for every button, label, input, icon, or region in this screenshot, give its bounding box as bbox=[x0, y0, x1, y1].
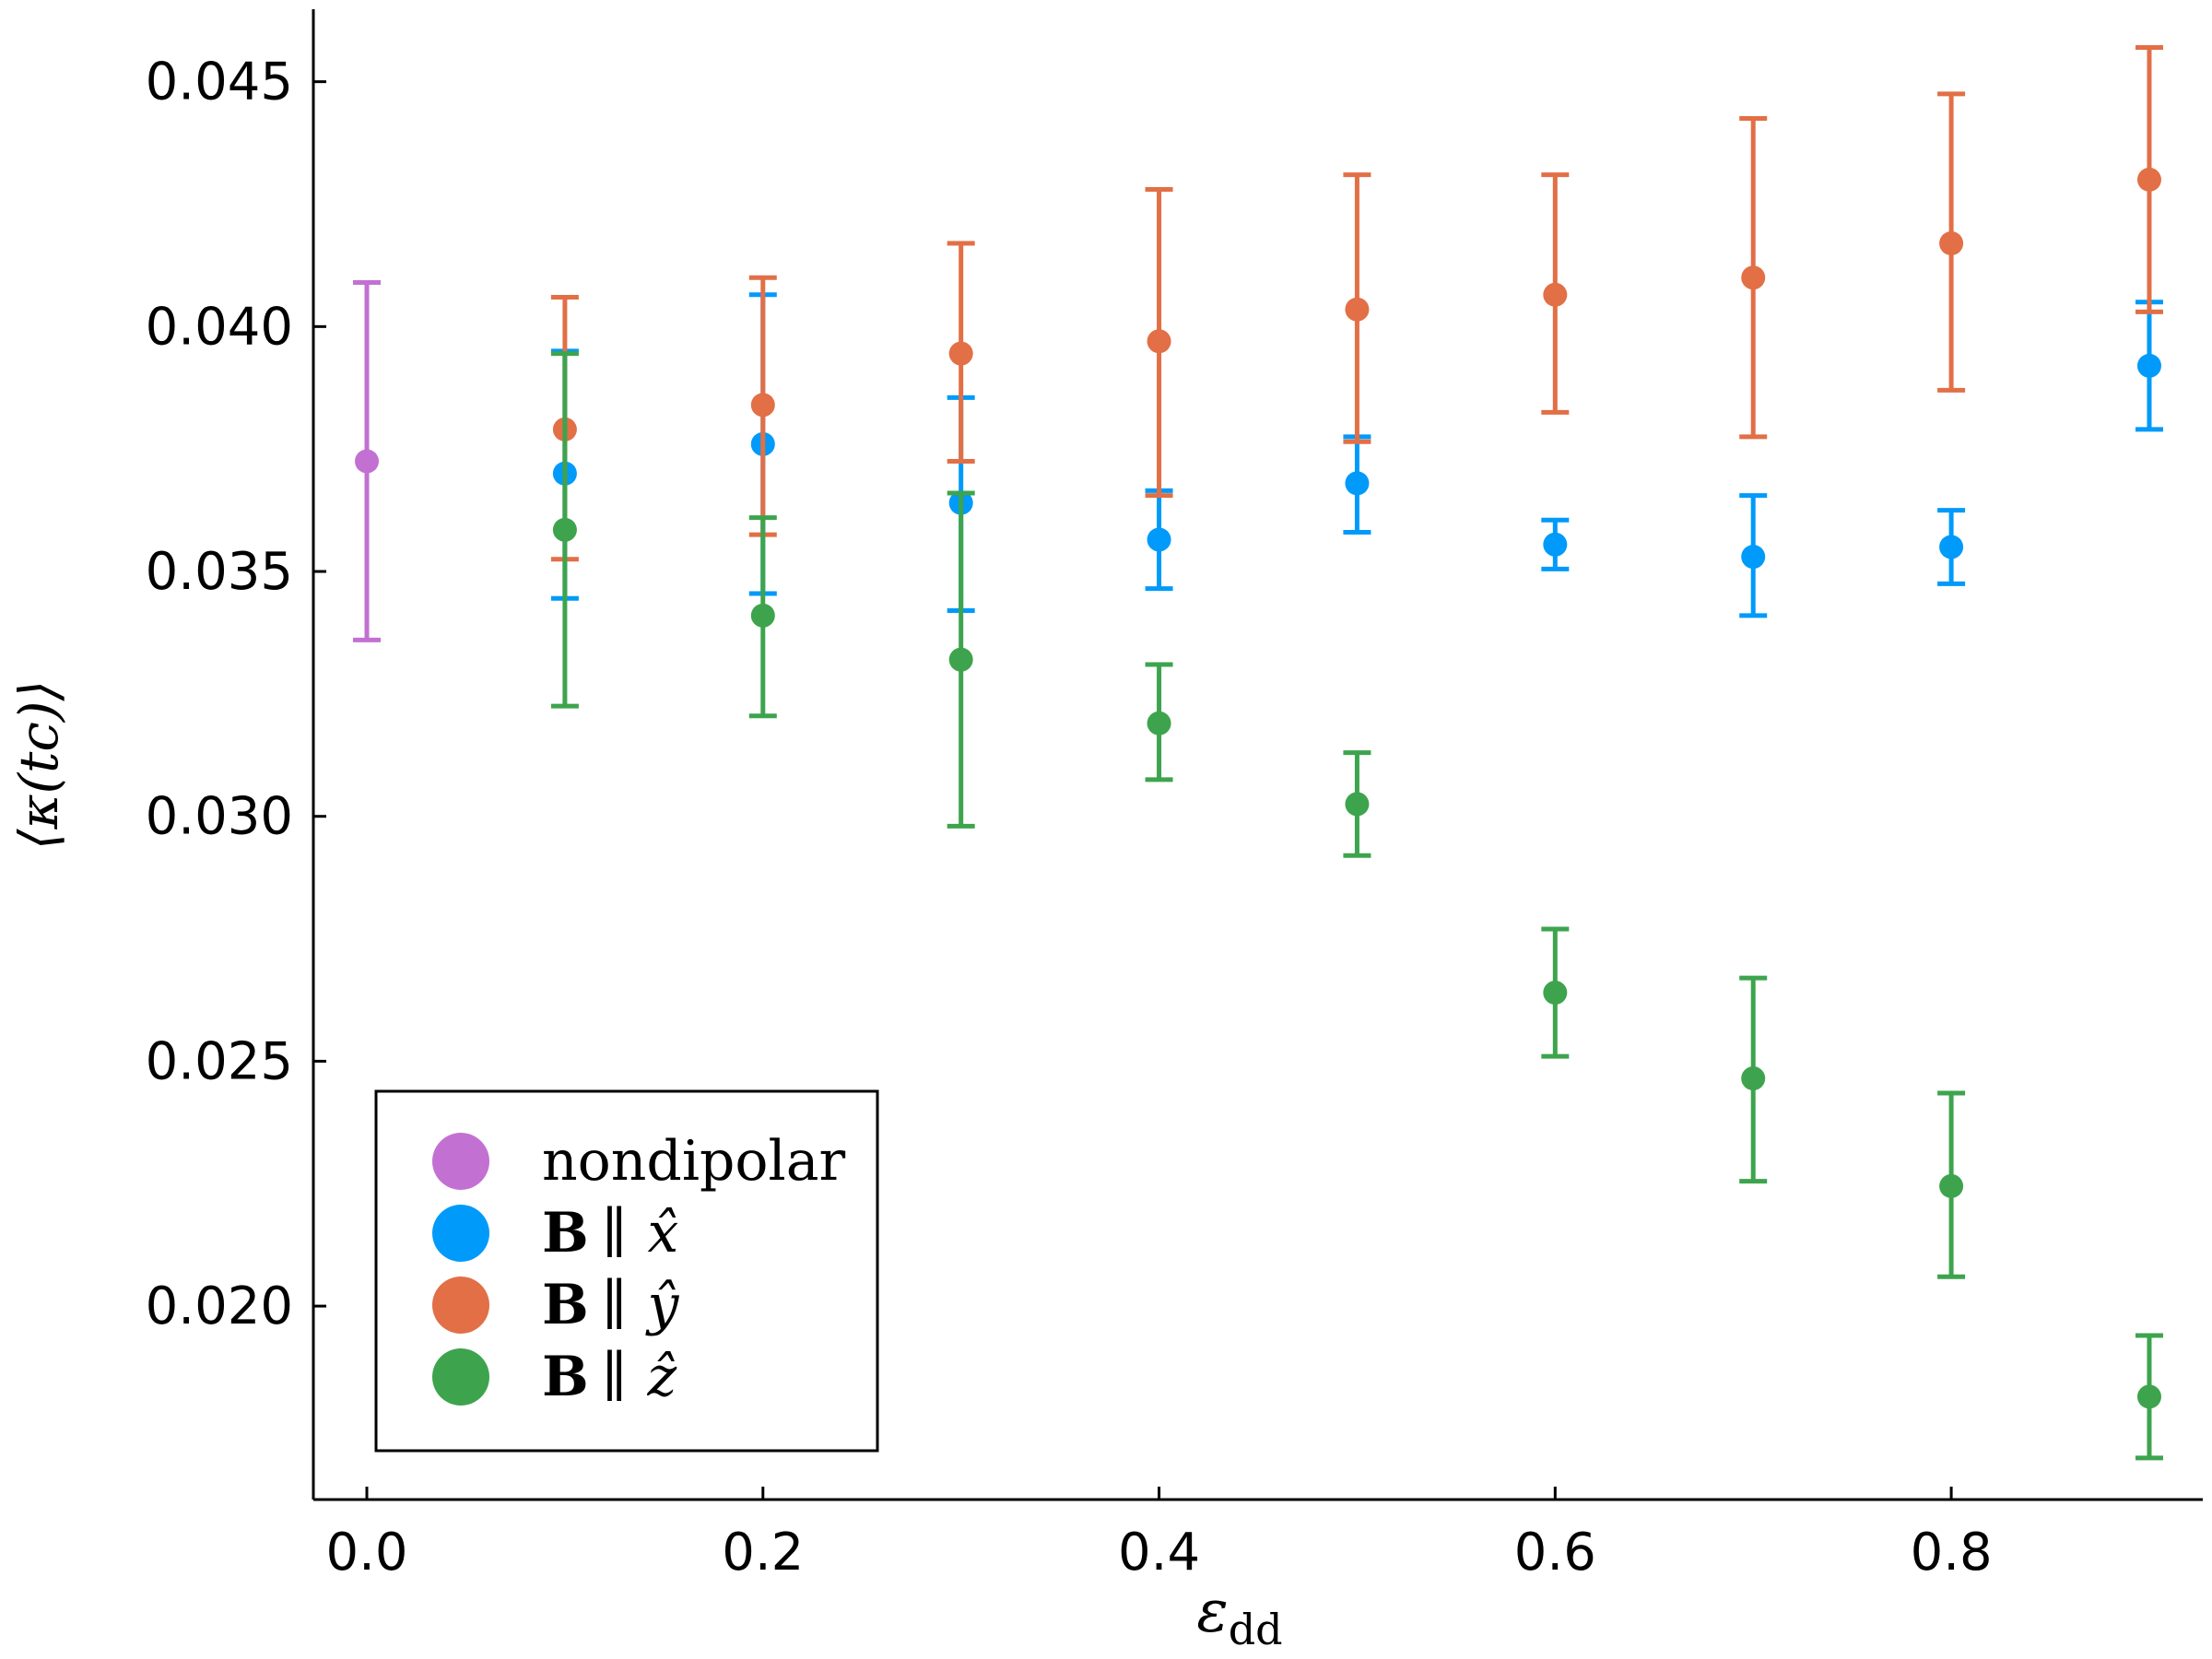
data-point bbox=[1345, 471, 1370, 496]
data-point bbox=[948, 647, 973, 672]
data-point bbox=[1345, 297, 1370, 322]
data-point bbox=[1939, 231, 1964, 256]
data-point bbox=[2136, 1384, 2161, 1409]
data-point bbox=[1741, 1066, 1766, 1091]
x-tick-label: 0.6 bbox=[1514, 1523, 1596, 1583]
legend-entry-relation: ∥ bbox=[602, 1201, 628, 1265]
legend-entry-bold: B bbox=[542, 1345, 589, 1409]
y-tick-label: 0.035 bbox=[146, 542, 293, 602]
y-tick-label: 0.025 bbox=[146, 1031, 293, 1091]
axis-labels: εdd ⟨κ(tc)⟩ bbox=[7, 680, 1283, 1654]
data-point bbox=[948, 341, 973, 366]
series-0 bbox=[353, 280, 382, 642]
data-point bbox=[1543, 981, 1568, 1006]
data-point bbox=[1543, 282, 1568, 307]
legend-marker bbox=[432, 1348, 489, 1406]
data-point bbox=[1939, 535, 1964, 559]
y-tick-label: 0.030 bbox=[146, 787, 293, 847]
legend-entry: nondipolar bbox=[542, 1129, 845, 1194]
series-3 bbox=[550, 351, 2163, 1461]
y-axis-ticks: 0.020 0.025 0.030 0.035 0.040 0.045 bbox=[146, 53, 326, 1336]
legend-entry-bold: B bbox=[542, 1201, 589, 1265]
x-tick-label: 0.4 bbox=[1118, 1523, 1200, 1583]
data-point bbox=[2136, 353, 2161, 378]
data-point bbox=[355, 449, 380, 474]
data-point bbox=[750, 393, 775, 418]
x-tick-label: 0.2 bbox=[722, 1523, 804, 1583]
legend-entry-axis: ŷ bbox=[644, 1273, 679, 1337]
legend-marker bbox=[432, 1277, 489, 1334]
data-point bbox=[1543, 532, 1568, 557]
axes bbox=[312, 9, 2203, 1501]
x-axis-label: εdd bbox=[1196, 1578, 1282, 1654]
data-point bbox=[1741, 545, 1766, 570]
y-axis-label: ⟨κ(tc)⟩ bbox=[7, 680, 70, 850]
data-point bbox=[1147, 711, 1171, 735]
legend-marker bbox=[432, 1133, 489, 1190]
data-point bbox=[1741, 265, 1766, 290]
legend-entry: B ∥ x̂ bbox=[542, 1201, 678, 1265]
data-point bbox=[750, 603, 775, 628]
data-point bbox=[1345, 792, 1370, 817]
x-axis-ticks: 0.0 0.2 0.4 0.6 0.8 bbox=[325, 1487, 1993, 1583]
legend-entry-axis: ẑ bbox=[646, 1345, 677, 1409]
data-point bbox=[1147, 329, 1171, 354]
data-point bbox=[1147, 527, 1171, 552]
y-tick-label: 0.040 bbox=[146, 297, 293, 357]
y-tick-label: 0.020 bbox=[146, 1277, 293, 1336]
legend-entry-relation: ∥ bbox=[602, 1273, 628, 1337]
y-tick-label: 0.045 bbox=[146, 53, 293, 112]
legend-entry-relation: ∥ bbox=[602, 1345, 628, 1409]
legend-entry: B ∥ ŷ bbox=[542, 1273, 679, 1337]
data-point bbox=[552, 517, 577, 542]
legend-entry: B ∥ ẑ bbox=[542, 1345, 677, 1409]
series-layer bbox=[353, 44, 2163, 1461]
legend-entry-bold: B bbox=[542, 1273, 589, 1337]
x-tick-label: 0.0 bbox=[325, 1523, 407, 1583]
data-point bbox=[1939, 1173, 1964, 1198]
legend-entry-axis: x̂ bbox=[647, 1201, 678, 1265]
x-tick-label: 0.8 bbox=[1911, 1523, 1993, 1583]
legend-marker bbox=[432, 1205, 489, 1262]
data-point bbox=[2136, 167, 2161, 192]
